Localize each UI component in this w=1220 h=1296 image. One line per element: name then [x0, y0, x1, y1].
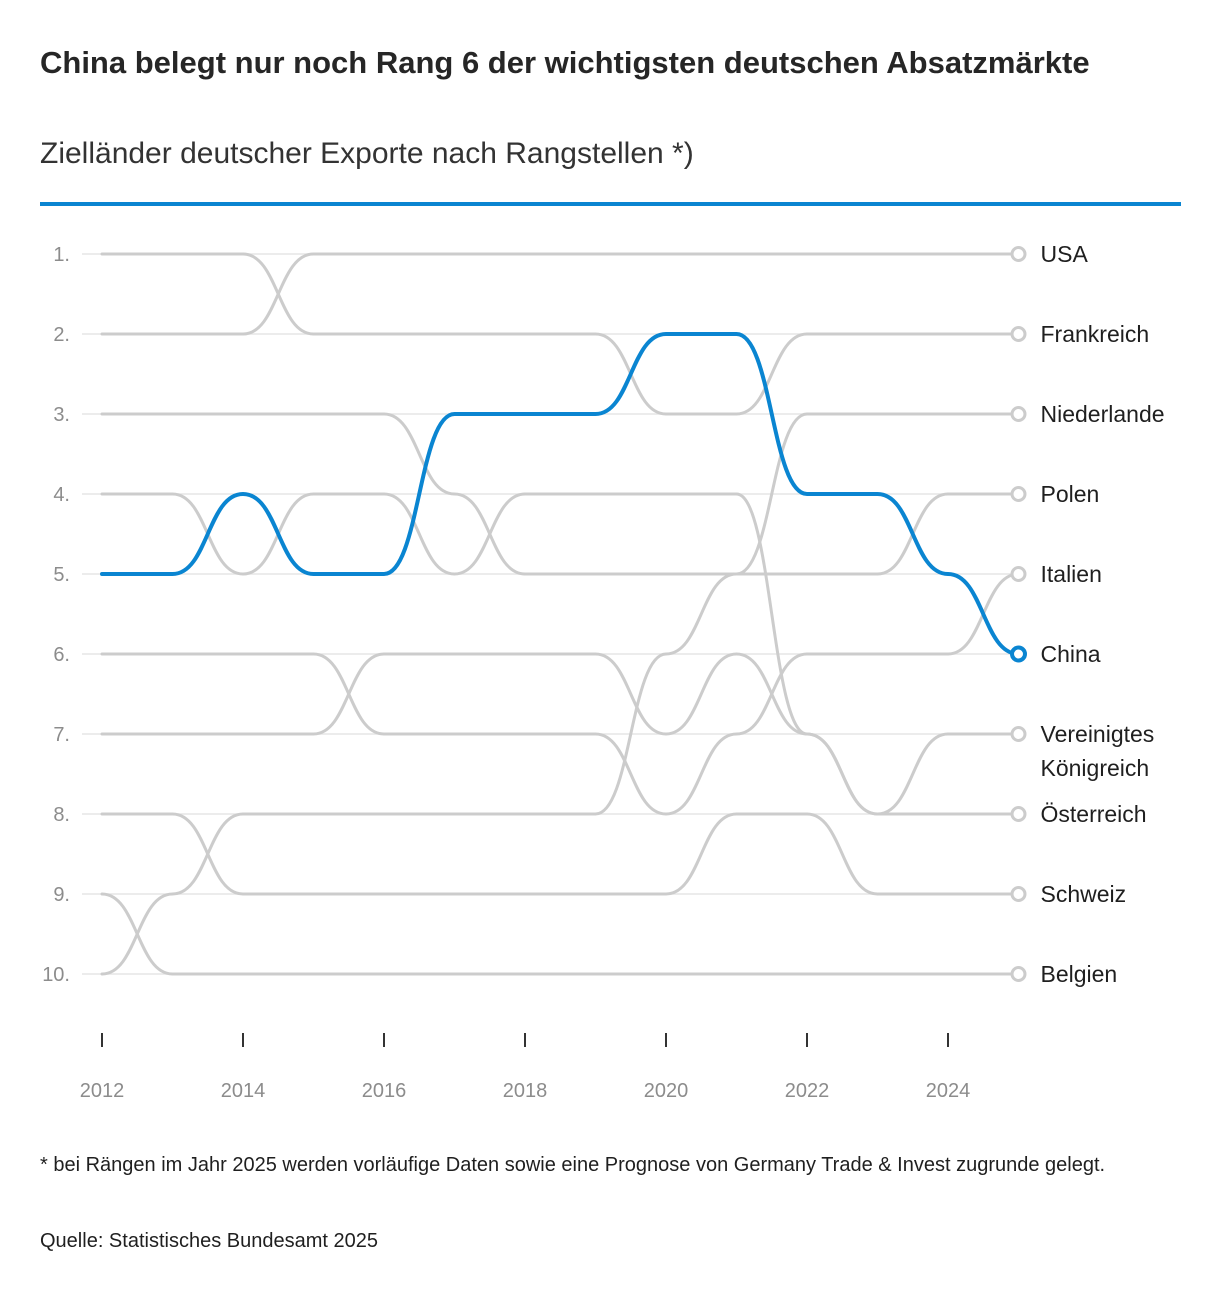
endpoint-usa [1010, 246, 1027, 262]
endpoint-osterreich [1010, 806, 1027, 822]
endpoint-vereinigtes-konigreich [1010, 726, 1027, 742]
y-tick-label: 2. [53, 324, 70, 346]
series-lines-highlight [100, 332, 1021, 656]
endpoint-belgien [1010, 966, 1027, 982]
x-tick-label: 2018 [503, 1080, 548, 1102]
y-tick-label: 4. [53, 484, 70, 506]
endpoint-schweiz [1010, 886, 1027, 902]
chart-title: China belegt nur noch Rang 6 der wichtig… [40, 45, 1090, 80]
series-label-vereinigtes-konigreich: Vereinigtes Königreich [1041, 721, 1155, 781]
series-line-niederlande [100, 412, 1020, 576]
source-note: Quelle: Statistisches Bundesamt 2025 [40, 1230, 378, 1252]
series-label-niederlande: Niederlande [1041, 401, 1165, 427]
endpoint-italien [1010, 566, 1027, 582]
endpoint-polen [1010, 486, 1027, 502]
series-label-schweiz: Schweiz [1041, 881, 1127, 907]
series-line-osterreich [100, 652, 1020, 816]
x-tick-label: 2014 [221, 1080, 266, 1102]
y-tick-label: 9. [53, 884, 70, 906]
y-tick-label: 6. [53, 644, 70, 666]
series-labels: USA Frankreich Niederlande Polen Italien Chin… [1041, 241, 1165, 987]
endpoint-frankreich [1010, 326, 1027, 342]
x-tick-label: 2012 [80, 1080, 125, 1102]
chart-subtitle: Zielländer deutscher Exporte nach Rangst… [40, 137, 694, 170]
series-line-china [100, 332, 1021, 656]
y-tick-label: 5. [53, 564, 70, 586]
series-label-frankreich: Frankreich [1041, 321, 1150, 347]
series-label-china: China [1041, 641, 1101, 667]
footnote: * bei Rängen im Jahr 2025 werden vorläuf… [40, 1154, 1106, 1176]
series-line-usa [100, 252, 1020, 336]
series-line-italien [100, 572, 1020, 816]
x-axis: 2012 2014 2016 2018 2020 2022 2024 [80, 1033, 971, 1102]
x-tick-label: 2020 [644, 1080, 689, 1102]
title-divider [40, 202, 1181, 206]
x-tick-label: 2022 [785, 1080, 830, 1102]
x-tick-label: 2024 [926, 1080, 971, 1102]
y-axis: 1. 2. 3. 4. 5. 6. 7. 8. 9. 10. [42, 244, 70, 986]
bump-chart: 1.2.3.4.5.6.7.8.9.10. 2012 2014 2016 2018 20… [42, 241, 1165, 1102]
series-label-belgien: Belgien [1041, 961, 1118, 987]
series-endpoints [1010, 246, 1027, 982]
endpoint-niederlande [1010, 406, 1027, 422]
gridlines [82, 253, 1019, 975]
series-label-italien: Italien [1041, 561, 1102, 587]
y-tick-label: 10. [42, 964, 70, 986]
y-tick-label: 1. [53, 244, 70, 266]
series-label-usa: USA [1041, 241, 1089, 267]
series-line-frankreich [100, 252, 1020, 416]
series-lines-muted [100, 252, 1020, 976]
series-label-osterreich: Österreich [1041, 801, 1147, 827]
series-line-belgien [100, 892, 1020, 976]
series-line-polen [100, 492, 1020, 976]
endpoint-china [1010, 645, 1027, 663]
y-tick-label: 3. [53, 404, 70, 426]
y-tick-label: 8. [53, 804, 70, 826]
series-label-polen: Polen [1041, 481, 1100, 507]
series-line-schweiz [100, 812, 1020, 896]
y-tick-label: 7. [53, 724, 70, 746]
x-tick-label: 2016 [362, 1080, 407, 1102]
